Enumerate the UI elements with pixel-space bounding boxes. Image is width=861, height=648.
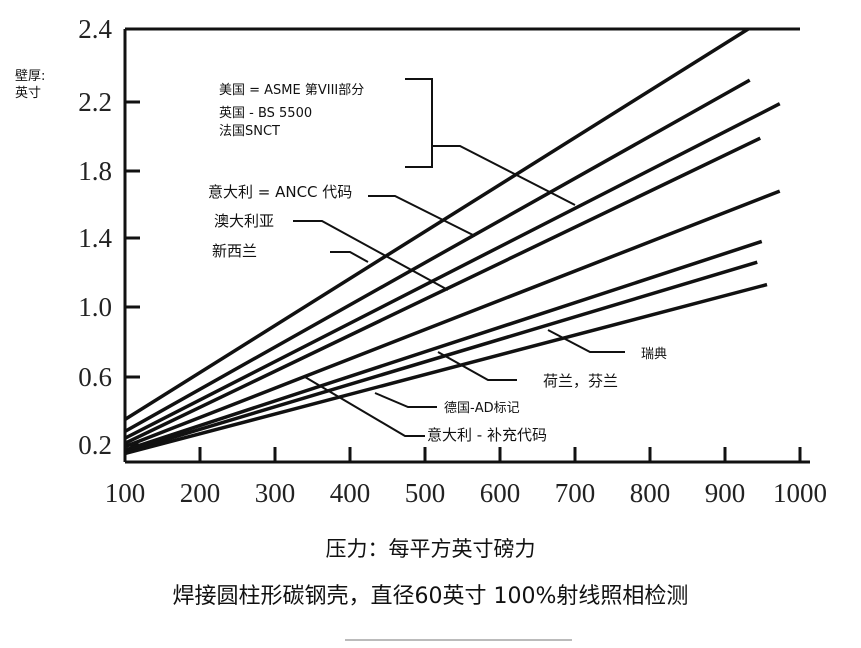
leader-germany <box>374 392 437 408</box>
x-tick-label: 500 <box>405 478 446 508</box>
x-tick-label: 100 <box>105 478 146 508</box>
x-tick-label: 600 <box>480 478 521 508</box>
series-line-8 <box>124 282 768 456</box>
y-tick-label: 0.6 <box>78 362 112 392</box>
x-tick-label: 1000 <box>773 478 827 508</box>
annotation-netherlands-finland: 荷兰，芬兰 <box>543 372 618 390</box>
series-line-3 <box>124 102 781 440</box>
annotation-france: 法国SNCT <box>219 124 280 139</box>
annotation-leaders <box>293 78 625 437</box>
series-line-5 <box>124 189 781 449</box>
annotation-germany: 德国-AD标记 <box>444 401 520 416</box>
y-tick-label: 2.2 <box>78 87 112 117</box>
x-tick-label: 200 <box>180 478 221 508</box>
y-tick-label: 1.0 <box>78 292 112 322</box>
leader-usa <box>432 145 576 206</box>
annotation-uk: 英国 - BS 5500 <box>219 106 312 121</box>
y-axis-label-line1: 壁厚: <box>15 69 45 84</box>
bracket <box>405 78 433 168</box>
y-axis-label-line2: 英寸 <box>15 86 41 101</box>
x-tick-label: 900 <box>705 478 746 508</box>
annotation-italy-supp: 意大利 - 补充代码 <box>427 426 547 444</box>
annotation-italy-ancc: 意大利 = ANCC 代码 <box>208 183 352 201</box>
x-tick-label: 300 <box>255 478 296 508</box>
y-tick-label: 1.8 <box>78 156 112 186</box>
y-tick-label: 0.2 <box>78 430 112 460</box>
annotation-australia: 澳大利亚 <box>214 212 274 230</box>
annotation-usa: 美国 = ASME 第VIII部分 <box>219 83 364 98</box>
leader-australia <box>293 220 449 291</box>
leader-sweden <box>547 329 625 353</box>
annotation-new-zealand: 新西兰 <box>212 242 257 260</box>
leader-new-zealand <box>330 251 369 263</box>
x-axis-label: 压力：每平方英寸磅力 <box>325 537 536 561</box>
series-line-7 <box>124 260 758 454</box>
leader-italy-ancc <box>368 195 476 237</box>
x-tick-label: 700 <box>555 478 596 508</box>
series-line-4 <box>124 136 762 445</box>
annotation-sweden: 瑞典 <box>641 347 667 362</box>
y-tick-label: 2.4 <box>78 14 112 44</box>
series-line-6 <box>124 239 763 452</box>
figure-caption: 焊接圆柱形碳钢壳，直径60英寸 100%射线照相检测 <box>172 584 689 609</box>
leader-italy-supp <box>304 376 425 437</box>
y-tick-label: 1.4 <box>78 223 112 253</box>
leader-netherlands <box>437 351 517 381</box>
x-tick-label: 400 <box>330 478 371 508</box>
x-tick-label: 800 <box>630 478 671 508</box>
series-line-2 <box>124 78 751 433</box>
series-line-1 <box>124 27 750 421</box>
